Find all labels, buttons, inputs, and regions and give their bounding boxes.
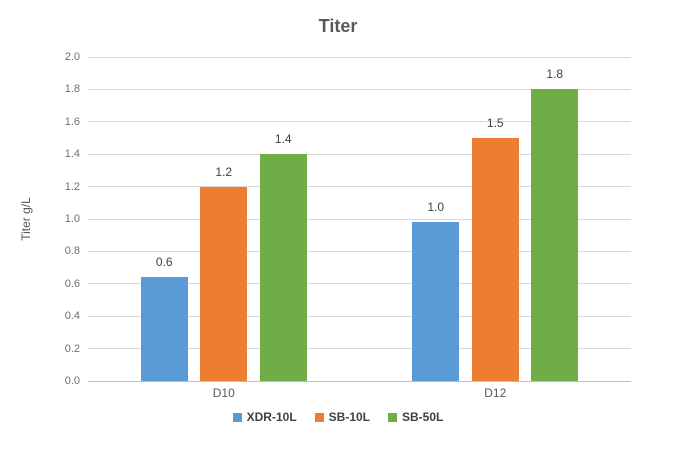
x-category-label-d12: D12 <box>484 386 507 400</box>
y-tick-label: 0.6 <box>64 277 80 290</box>
y-tick-label: 1.8 <box>64 83 80 96</box>
gridline-y-0.6 <box>88 283 631 285</box>
y-tick-label: 1.0 <box>64 213 80 225</box>
legend-label: SB-50L <box>402 410 444 424</box>
x-category-label-d10: D10 <box>212 386 235 400</box>
y-tick-label: 1.6 <box>64 115 80 128</box>
gridline-y-1.4 <box>88 153 631 155</box>
bar-sb-50l-d10[interactable] <box>259 154 307 381</box>
gridline-y-2.0 <box>88 56 631 58</box>
y-tick-label: 0.8 <box>64 245 80 258</box>
chart-title: Titer <box>318 16 358 36</box>
legend-swatch-icon <box>232 412 242 422</box>
bar-xdr-10l-d10[interactable] <box>140 277 188 381</box>
y-tick-label: 1.4 <box>64 148 80 161</box>
gridline-y-1.0 <box>88 218 631 220</box>
gridline-y-0.8 <box>88 250 631 252</box>
legend-item-xdr-10l[interactable]: XDR-10L <box>232 410 297 424</box>
bar-xdr-10l-d12[interactable] <box>412 222 460 381</box>
data-label-sb-50l-d10: 1.4 <box>274 132 292 147</box>
gridline-y-1.8 <box>88 88 631 90</box>
legend-swatch-icon <box>388 412 397 422</box>
data-label-xdr-10l-d10: 0.6 <box>155 255 173 270</box>
y-tick-label: 0.2 <box>64 342 80 355</box>
data-label-sb-10l-d10: 1.2 <box>215 164 233 179</box>
y-tick-label: 2.0 <box>64 51 80 63</box>
legend-item-sb-50l[interactable]: SB-50L <box>388 410 443 424</box>
legend-item-sb-10l[interactable]: SB-10L <box>314 410 370 424</box>
gridline-y-0.2 <box>88 348 631 350</box>
gridline-y-1.6 <box>88 121 631 123</box>
gridline-y-0.0 <box>88 380 631 382</box>
bar-sb-10l-d10[interactable] <box>200 186 248 381</box>
legend-label: XDR-10L <box>246 410 297 424</box>
y-tick-label: 0.0 <box>64 375 80 387</box>
y-axis-title: Titer g/L <box>19 197 33 241</box>
data-label-sb-10l-d12: 1.5 <box>486 116 504 130</box>
bar-sb-50l-d12[interactable] <box>531 89 579 381</box>
y-tick-label: 1.2 <box>64 180 80 193</box>
legend-swatch-icon <box>314 412 324 422</box>
legend-label: SB-10L <box>328 410 370 424</box>
plot-area: 0.6 1.2 1.4 1.0 1.5 1.8 <box>88 56 631 382</box>
gridline-y-1.2 <box>88 186 631 188</box>
data-label-xdr-10l-d12: 1.0 <box>427 200 445 215</box>
data-label-sb-50l-d12: 1.8 <box>546 67 564 82</box>
bar-sb-10l-d12[interactable] <box>471 138 519 381</box>
legend: XDR-10L SB-10L SB-50L <box>0 410 676 424</box>
y-tick-label: 0.4 <box>64 310 80 323</box>
gridline-y-0.4 <box>88 315 631 317</box>
